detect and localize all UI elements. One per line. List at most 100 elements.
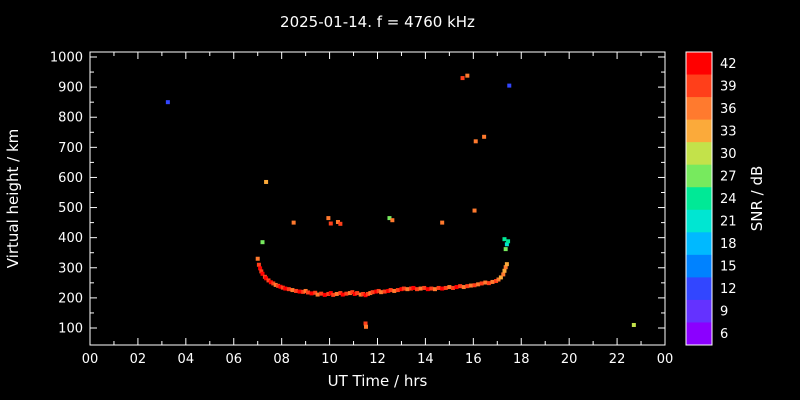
data-point [482,134,487,139]
data-point [468,283,473,288]
data-point [338,291,343,296]
data-point [460,76,465,81]
colorbar-segment [686,52,712,76]
data-point [326,216,331,221]
data-point [294,288,299,293]
y-tick-label: 500 [58,201,83,216]
data-point [264,276,269,281]
colorbar-tick-label: 39 [720,79,737,94]
data-point [472,283,477,288]
data-point [301,289,306,294]
data-point [631,322,636,327]
y-tick-label: 100 [58,322,83,337]
data-point [483,280,488,285]
x-tick-label: 18 [513,352,530,367]
data-point [395,288,400,293]
data-point [268,280,273,285]
x-tick-label: 04 [178,352,195,367]
colorbar-segment [686,299,712,323]
data-point [422,285,427,290]
data-point [328,291,333,296]
data-point [260,271,265,276]
data-point [415,287,420,292]
data-point [286,287,291,292]
colorbar-segment [686,97,712,121]
data-point [335,220,340,225]
x-tick-label: 10 [321,352,338,367]
data-point [498,275,503,280]
data-point [473,139,478,144]
colorbar-segment [686,119,712,143]
data-point [340,292,345,297]
data-point [255,256,260,261]
colorbar-segment [686,277,712,301]
data-point [476,282,481,287]
data-point [443,285,448,290]
data-point [352,291,357,296]
data-point [418,286,423,291]
y-tick-label: 900 [58,81,83,96]
y-tick-label: 400 [58,231,83,246]
x-tick-label: 08 [273,352,290,367]
x-tick-label: 22 [609,352,626,367]
data-point [502,237,507,242]
colorbar-segment [686,209,712,233]
data-point [502,268,507,273]
colorbar-tick-label: 18 [720,237,737,252]
x-tick-label: 12 [369,352,386,367]
colorbar-tick-label: 36 [720,102,737,117]
data-point [264,179,269,184]
colorbar-tick-label: 24 [720,192,737,207]
colorbar-tick-label: 9 [720,305,728,320]
data-point [494,279,499,284]
data-point [465,73,470,78]
data-point [447,285,452,290]
data-point [368,291,373,296]
y-axis-label: Virtual height / km [4,129,22,268]
data-point [331,292,336,297]
data-point [388,288,393,293]
data-point [266,278,271,283]
x-tick-label: 14 [417,352,434,367]
chart-title: 2025-01-14. f = 4760 kHz [280,13,475,31]
data-point [328,221,333,226]
data-point [258,266,263,271]
data-point [256,262,261,267]
data-point [501,272,506,277]
data-point [315,292,320,297]
data-point [338,221,343,226]
data-point [399,287,404,292]
plot-border [89,51,666,346]
data-point [260,240,265,245]
colorbar-segment [686,322,712,346]
colorbar-border [685,51,713,346]
data-point [347,291,352,296]
colorbar-tick-label: 12 [720,282,737,297]
data-point [461,285,466,290]
data-point [429,286,434,291]
data-point [350,290,355,295]
data-point [283,286,288,291]
colorbar-segment [686,142,712,166]
colorbar-tick-label: 30 [720,147,737,162]
data-point [465,284,470,289]
data-point [322,292,327,297]
data-point [363,293,368,298]
data-point [334,291,339,296]
data-point [433,287,437,292]
data-point [319,291,324,296]
data-point [374,289,379,294]
data-point [425,287,430,292]
y-tick-label: 800 [58,111,83,126]
data-point [259,269,264,274]
colorbar-segment [686,187,712,211]
data-point [479,281,484,286]
data-point [490,279,495,284]
data-point [363,321,368,326]
colorbar-tick-label: 42 [720,57,737,72]
data-point [486,281,491,286]
data-point [370,290,375,295]
x-tick-label: 00 [657,352,674,367]
colorbar-segment [686,254,712,278]
data-point [280,285,285,290]
